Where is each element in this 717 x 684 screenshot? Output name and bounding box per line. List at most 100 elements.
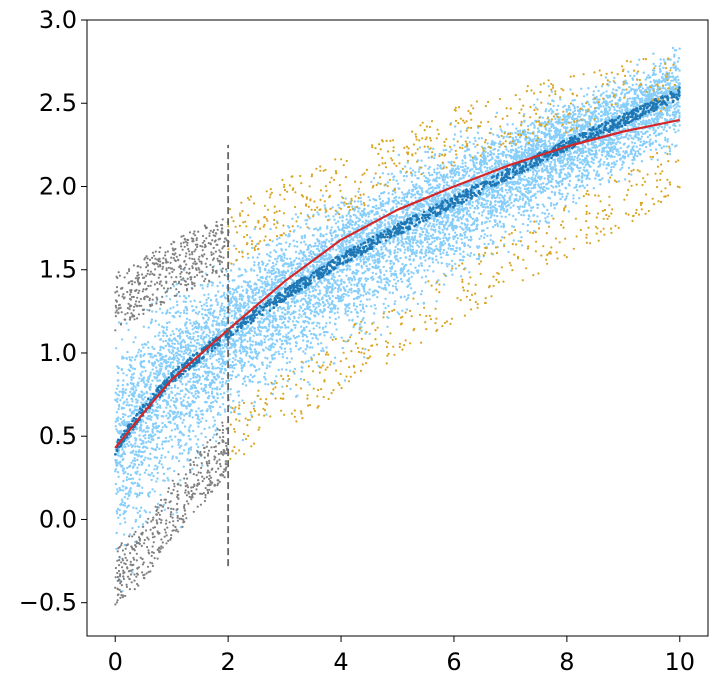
cloud-point <box>594 177 597 180</box>
cloud-point <box>420 262 423 265</box>
cloud-point <box>410 275 413 278</box>
cloud-point <box>235 290 239 294</box>
cloud-point <box>573 107 576 110</box>
cloud-point <box>480 137 484 140</box>
cloud-point <box>660 146 663 150</box>
cloud-point <box>676 60 679 63</box>
cloud-point <box>343 233 346 236</box>
cloud-point <box>636 63 639 66</box>
cloud-point <box>344 308 347 311</box>
cloud-point <box>300 259 303 262</box>
cloud-point <box>268 275 271 278</box>
cloud-point <box>381 172 385 175</box>
cloud-point <box>595 172 598 175</box>
cloud-point <box>523 205 526 208</box>
cloud-point <box>277 242 281 245</box>
cloud-point <box>588 165 591 168</box>
cloud-point <box>457 217 460 220</box>
cloud-point <box>512 239 515 242</box>
cloud-point <box>537 184 540 187</box>
cloud-point <box>590 156 594 160</box>
cloud-point <box>141 370 144 373</box>
cloud-point <box>522 214 526 217</box>
cloud-point <box>238 313 242 316</box>
cloud-point <box>565 110 568 113</box>
cloud-point <box>432 270 435 273</box>
cloud-point <box>178 452 181 455</box>
cloud-point <box>412 188 415 191</box>
cloud-point <box>503 194 507 197</box>
cloud-point <box>126 383 129 387</box>
cloud-point <box>347 202 350 205</box>
cloud-point <box>477 137 481 140</box>
cloud-point <box>133 367 137 371</box>
cloud-point <box>327 240 331 243</box>
cloud-point <box>557 122 560 125</box>
cloud-point <box>238 401 241 404</box>
cloud-point <box>598 98 601 101</box>
cloud-point <box>583 105 586 108</box>
cloud-point <box>211 405 215 409</box>
cloud-point <box>466 166 470 170</box>
cloud-point <box>637 122 640 126</box>
cloud-point <box>262 326 266 329</box>
cloud-point <box>258 323 261 327</box>
cloud-point <box>213 319 216 322</box>
cloud-point <box>293 317 296 320</box>
cloud-point <box>555 170 558 173</box>
cloud-point <box>228 358 231 361</box>
cloud-point <box>613 81 617 85</box>
cloud-point <box>278 305 282 309</box>
cloud-point <box>115 509 119 513</box>
cloud-point <box>477 195 480 199</box>
cloud-point <box>395 179 398 182</box>
cloud-point <box>406 249 410 252</box>
cloud-point <box>157 359 160 363</box>
cloud-point <box>203 342 206 346</box>
cloud-point <box>192 380 195 383</box>
cloud-point <box>660 116 664 119</box>
cloud-point <box>501 195 504 198</box>
cloud-point <box>223 312 226 315</box>
cloud-point <box>544 160 548 163</box>
cloud-point <box>428 222 432 225</box>
cloud-point <box>414 231 417 235</box>
cloud-point <box>229 388 232 391</box>
cloud-point <box>280 339 284 343</box>
cloud-point <box>401 262 404 266</box>
cloud-point <box>415 249 418 252</box>
cloud-point <box>378 195 381 198</box>
cloud-point <box>510 144 513 148</box>
cloud-point <box>503 243 506 246</box>
cloud-point <box>626 97 629 101</box>
cloud-point <box>213 433 216 436</box>
cloud-point <box>149 457 152 461</box>
cloud-point <box>151 488 154 491</box>
cloud-point <box>172 353 175 357</box>
cloud-point <box>197 445 200 449</box>
cloud-point <box>321 315 325 318</box>
cloud-point <box>607 112 610 116</box>
cloud-point <box>384 306 387 310</box>
cloud-point <box>176 359 179 362</box>
cloud-point <box>141 419 144 423</box>
cloud-point <box>228 346 231 350</box>
cloud-point <box>298 252 301 255</box>
cloud-point <box>409 263 412 266</box>
cloud-point <box>124 388 128 391</box>
cloud-point <box>143 458 146 462</box>
cloud-point <box>422 171 425 175</box>
cloud-point <box>511 123 514 126</box>
cloud-point <box>331 294 334 298</box>
cloud-point <box>125 403 128 407</box>
cloud-point <box>199 284 202 287</box>
cloud-point <box>391 193 394 196</box>
cloud-point <box>661 72 665 76</box>
cloud-point <box>347 294 350 297</box>
cloud-point <box>485 202 488 205</box>
cloud-point <box>320 349 323 352</box>
cloud-point <box>458 198 461 201</box>
cloud-point <box>205 301 208 304</box>
cloud-point <box>201 287 204 290</box>
cloud-point <box>274 263 278 266</box>
